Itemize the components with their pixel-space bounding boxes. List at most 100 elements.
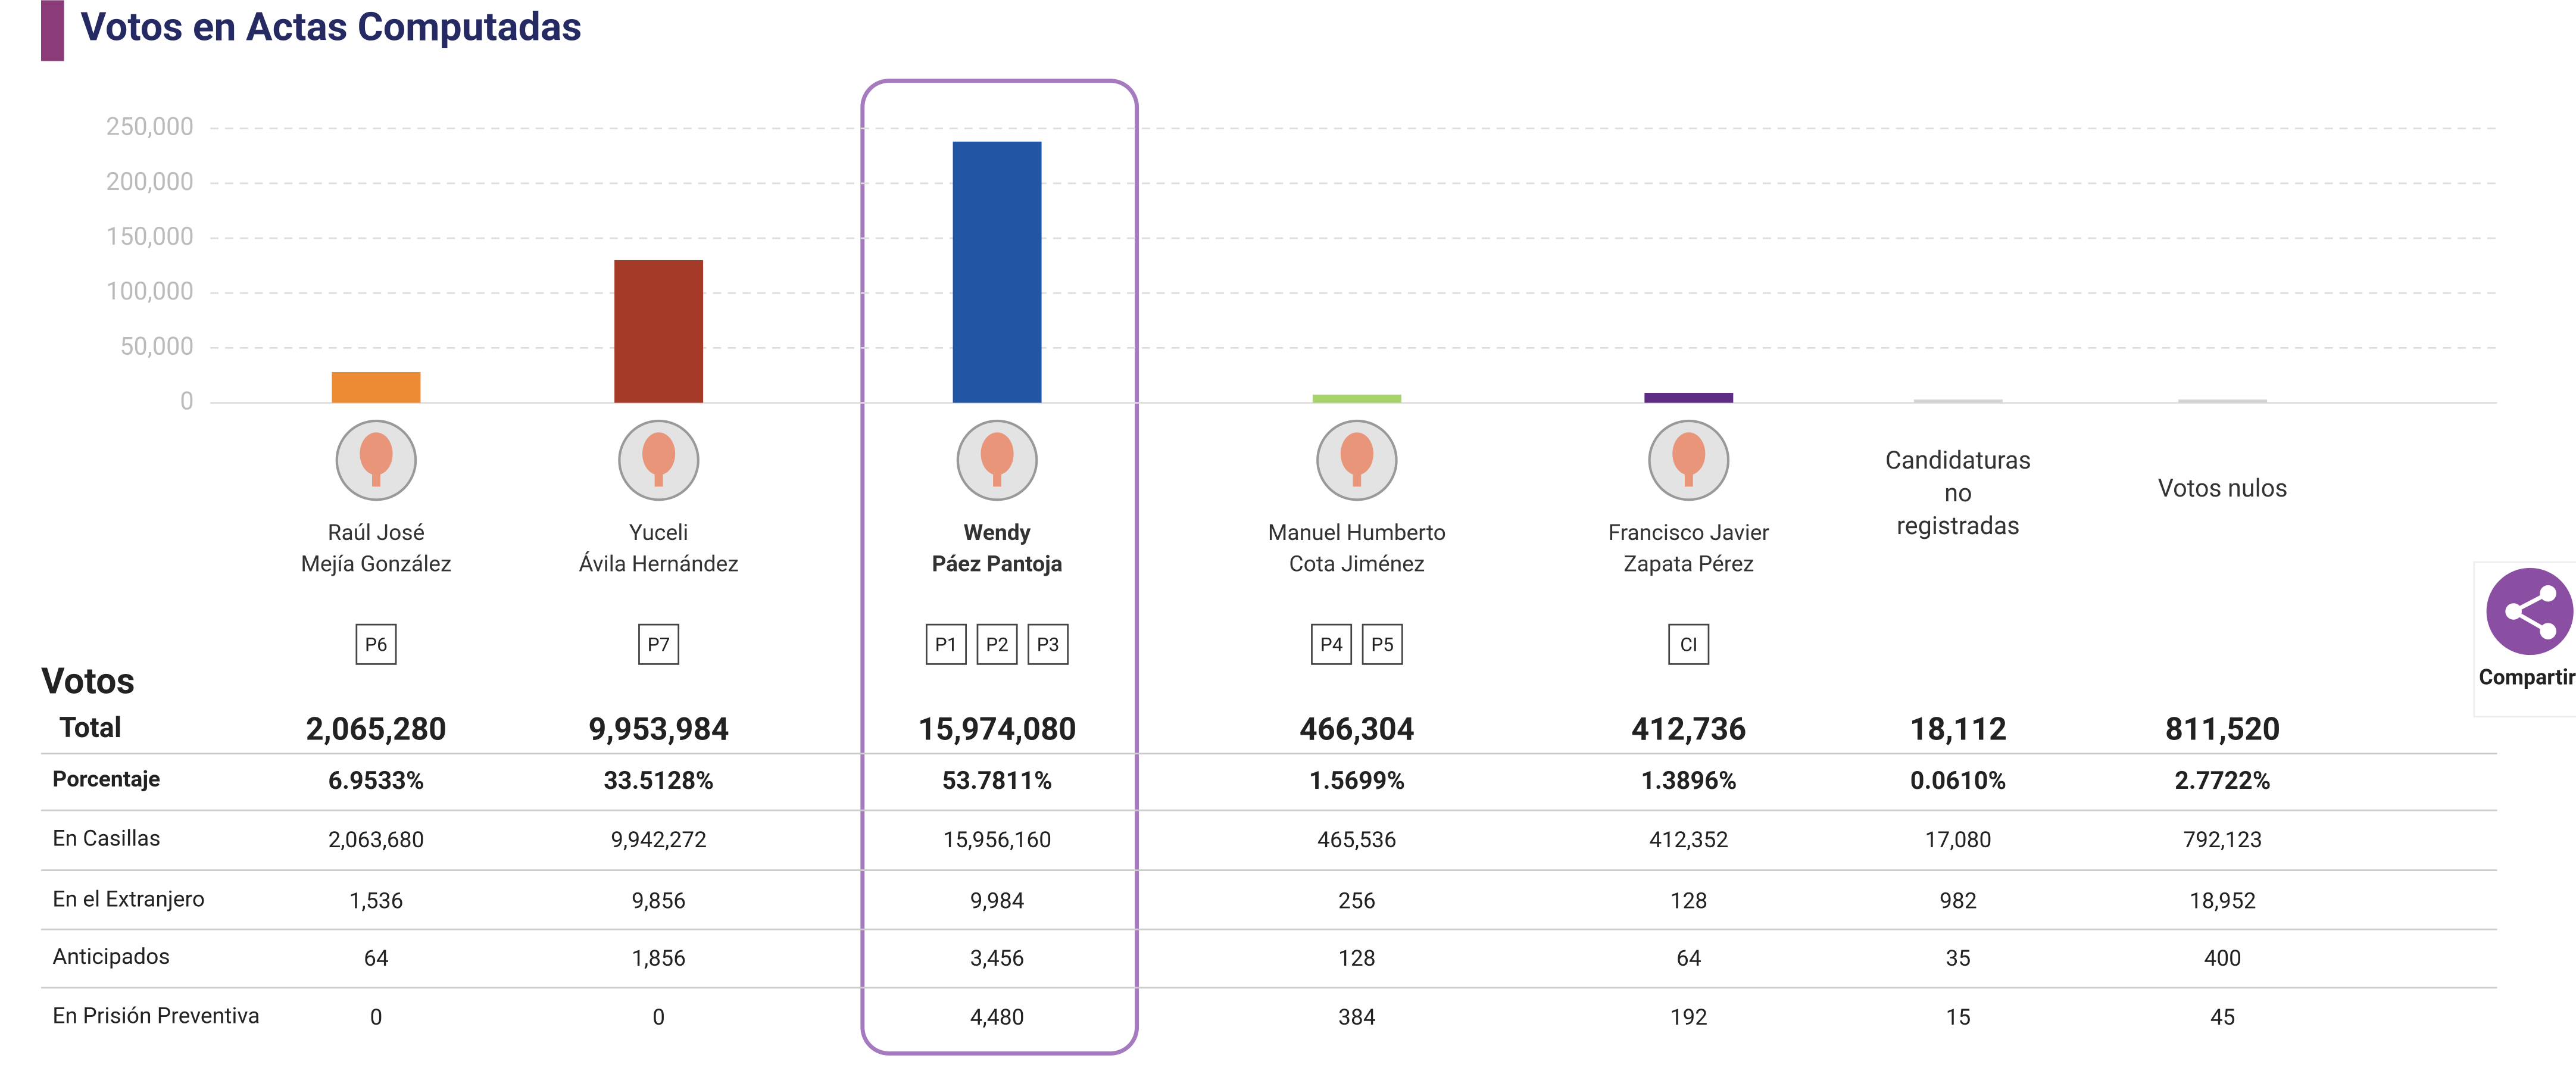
candidate-name: Manuel Humberto [1268, 520, 1446, 546]
bar [1312, 394, 1401, 403]
candidate-name: Yuceli [629, 520, 689, 546]
party-badge [1668, 623, 1710, 665]
table-title: Votos [41, 660, 135, 702]
avatar-head [981, 432, 1014, 475]
candidate-name: no [1944, 479, 1972, 508]
cell: 15,956,160 [943, 827, 1051, 853]
cell: 64 [364, 945, 389, 972]
row-label: Total [59, 711, 121, 744]
party-badge [1362, 623, 1403, 665]
bar [614, 260, 704, 403]
avatar-head [360, 432, 393, 475]
bar [953, 141, 1042, 403]
cell: 465,536 [1317, 827, 1397, 853]
cell: 35 [1946, 945, 1971, 972]
cell: 0.0610% [1910, 767, 2006, 795]
avatar-head [642, 432, 676, 475]
cell: 4,480 [970, 1004, 1025, 1031]
candidate-name: Ávila Hernández [579, 551, 739, 578]
party-badge [1311, 623, 1353, 665]
candidate-name: Wendy [964, 520, 1031, 546]
cell: 128 [1670, 888, 1707, 914]
title-accent [40, 0, 64, 61]
avatar-head [1340, 432, 1373, 475]
y-tick-label: 150,000 [106, 223, 194, 251]
y-tick-label: 200,000 [106, 168, 194, 196]
y-tick-label: 100,000 [106, 277, 194, 306]
highlight-box [860, 79, 1139, 1056]
row-label: En Casillas [52, 825, 160, 851]
cell: 128 [1338, 945, 1376, 972]
cell: 1,856 [632, 945, 686, 972]
cell: 9,942,272 [611, 827, 707, 853]
cell: 15,974,080 [918, 710, 1076, 747]
party-label: CI [1680, 633, 1697, 656]
cell: 1.3896% [1641, 767, 1737, 795]
party-label: P3 [1037, 633, 1060, 656]
cell: 53.7811% [942, 767, 1053, 795]
cell: 64 [1676, 945, 1701, 972]
avatar-neck [1684, 470, 1693, 487]
row-label: En Prisión Preventiva [52, 1003, 260, 1029]
cell: 3,456 [970, 945, 1025, 972]
cell: 412,736 [1631, 710, 1746, 747]
cell: 17,080 [1925, 827, 1991, 853]
share-label[interactable]: Compartir [2479, 665, 2576, 690]
cell: 2,063,680 [328, 827, 424, 853]
candidate-name: Páez Pantoja [932, 551, 1062, 578]
row-label: En el Extranjero [52, 887, 205, 913]
cell: 9,984 [970, 888, 1025, 914]
cell: 45 [2210, 1004, 2235, 1031]
y-tick-label: 0 [180, 388, 193, 416]
cell: 466,304 [1300, 710, 1415, 747]
row-label: Anticipados [52, 944, 170, 970]
candidate-name: Raúl José [328, 520, 425, 546]
candidate-name: Francisco Javier [1609, 520, 1770, 546]
party-badge [926, 623, 967, 665]
cell: 2,065,280 [306, 710, 446, 747]
avatar-neck [1353, 470, 1362, 487]
party-badge [1028, 623, 1069, 665]
cell: 2.7722% [2175, 767, 2271, 795]
candidate-name: Cota Jiménez [1289, 551, 1425, 578]
page-title: Votos en Actas Computadas [80, 5, 582, 51]
cell: 792,123 [2183, 827, 2262, 853]
candidate-name: Votos nulos [2158, 475, 2288, 503]
cell: 256 [1338, 888, 1376, 914]
cell: 811,520 [2165, 710, 2280, 747]
avatar-neck [993, 470, 1001, 487]
party-label: P5 [1371, 633, 1394, 656]
cell: 982 [1940, 888, 1977, 914]
cell: 1.5699% [1309, 767, 1405, 795]
cell: 0 [370, 1004, 382, 1031]
avatar-neck [372, 470, 380, 487]
party-badge [976, 623, 1018, 665]
party-label: P7 [648, 633, 670, 656]
candidate-name: Candidaturas [1885, 447, 2031, 475]
bar [1913, 399, 2003, 403]
party-badge [355, 623, 397, 665]
y-tick-label: 250,000 [106, 113, 194, 142]
cell: 33.5128% [604, 767, 714, 795]
cell: 384 [1338, 1004, 1376, 1031]
cell: 400 [2204, 945, 2241, 972]
share-button[interactable] [2481, 563, 2576, 660]
avatar-head [1672, 432, 1706, 475]
cell: 1,536 [349, 888, 403, 914]
candidate-name: Mejía González [301, 551, 451, 578]
party-label: P1 [935, 633, 958, 656]
cell: 9,953,984 [588, 710, 729, 747]
party-label: P6 [365, 633, 388, 656]
cell: 192 [1670, 1004, 1707, 1031]
cell: 0 [652, 1004, 665, 1031]
bar [2178, 399, 2268, 403]
cell: 15 [1946, 1004, 1971, 1031]
cell: 412,352 [1649, 827, 1728, 853]
cell: 18,952 [2190, 888, 2256, 914]
cell: 6.9533% [328, 767, 424, 795]
avatar-neck [654, 470, 663, 487]
cell: 18,112 [1910, 710, 2007, 747]
y-tick-label: 50,000 [120, 332, 193, 361]
